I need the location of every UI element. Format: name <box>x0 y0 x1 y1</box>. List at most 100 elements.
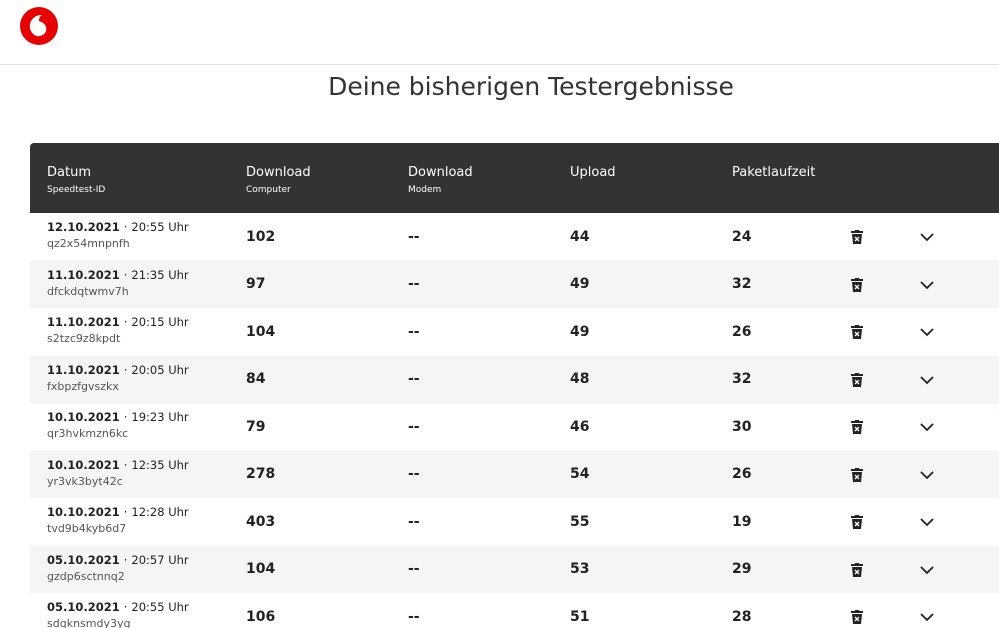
date-line: 10.10.2021 · 12:35 Uhr <box>47 458 189 472</box>
upload: 49 <box>570 276 590 293</box>
time: 12:28 Uhr <box>131 505 189 519</box>
result-row: 10.10.2021 · 19:23 Uhr qr3hvkmzn6kc 79 -- 46 30 <box>30 403 999 451</box>
delete-icon[interactable] <box>851 372 863 387</box>
date: 12.10.2021 <box>47 220 120 234</box>
results-table: Datum Speedtest-ID Download Computer Downloa… <box>30 143 999 628</box>
download-computer: 403 <box>246 513 276 530</box>
column-label: Upload <box>570 165 616 180</box>
date-cell: 05.10.2021 · 20:55 Uhr sdqknsmdy3yq <box>47 600 189 628</box>
expand-icon[interactable] <box>920 233 934 242</box>
download-modem: -- <box>408 228 420 245</box>
delete-icon[interactable] <box>851 467 863 482</box>
date: 05.10.2021 <box>47 600 120 614</box>
download-computer: 104 <box>246 561 276 578</box>
expand-icon[interactable] <box>920 328 934 337</box>
speedtest-id: yr3vk3byt42c <box>47 474 123 488</box>
speedtest-id: sdqknsmdy3yq <box>47 617 131 628</box>
column-header: Download Computer <box>246 165 311 195</box>
separator: · <box>123 267 128 282</box>
expand-icon[interactable] <box>920 565 934 575</box>
date-line: 12.10.2021 · 20:55 Uhr <box>47 220 189 234</box>
date-cell: 11.10.2021 · 20:15 Uhr s2tzc9z8kpdt <box>47 315 189 345</box>
latency: 32 <box>732 371 752 388</box>
date: 11.10.2021 <box>47 362 120 377</box>
top-bar <box>0 0 999 65</box>
download-computer: 79 <box>246 418 266 435</box>
column-header: Download Modem <box>408 165 473 195</box>
result-row: 05.10.2021 · 20:57 Uhr gzdp6sctnnq2 104 -- 53 2… <box>30 545 999 593</box>
latency: 24 <box>732 228 752 245</box>
speedtest-id: fxbpzfgvszkx <box>47 379 119 393</box>
upload: 48 <box>570 371 590 388</box>
date: 10.10.2021 <box>47 410 120 424</box>
download-modem: -- <box>408 561 420 578</box>
expand-icon[interactable] <box>920 423 934 432</box>
upload: 54 <box>570 466 590 483</box>
expand-icon[interactable] <box>920 518 934 527</box>
date-cell: 10.10.2021 · 12:28 Uhr tvd9b4kyb6d7 <box>47 505 189 535</box>
upload: 55 <box>570 513 590 530</box>
time: 19:23 Uhr <box>131 410 189 424</box>
upload: 51 <box>570 608 590 625</box>
latency: 30 <box>732 418 752 435</box>
date-cell: 10.10.2021 · 12:35 Uhr yr3vk3byt42c <box>47 458 189 488</box>
result-row: 11.10.2021 · 20:05 Uhr fxbpzfgvszkx 84 -- 48 32 <box>30 355 999 403</box>
date: 10.10.2021 <box>47 457 120 472</box>
latency: 28 <box>732 608 752 625</box>
download-modem: -- <box>408 323 420 340</box>
expand-icon[interactable] <box>920 280 934 290</box>
delete-icon[interactable] <box>851 562 863 577</box>
time: 12:35 Uhr <box>131 457 189 472</box>
result-row: 05.10.2021 · 20:55 Uhr sdqknsmdy3yq 106 -- 51 2… <box>30 593 999 628</box>
separator: · <box>123 600 128 614</box>
speedtest-id: qr3hvkmzn6kc <box>47 427 129 440</box>
delete-icon[interactable] <box>851 420 863 434</box>
column-sublabel: Computer <box>246 185 291 195</box>
expand-icon[interactable] <box>920 470 934 480</box>
column-label: Paketlaufzeit <box>732 165 816 180</box>
date: 11.10.2021 <box>47 315 120 329</box>
latency: 32 <box>732 276 752 293</box>
separator: · <box>123 220 128 234</box>
delete-icon[interactable] <box>851 230 863 244</box>
result-row: 10.10.2021 · 12:35 Uhr yr3vk3byt42c 278 -- 54 2… <box>30 450 999 498</box>
date-cell: 10.10.2021 · 19:23 Uhr qr3hvkmzn6kc <box>47 410 189 440</box>
separator: · <box>123 362 128 377</box>
download-computer: 104 <box>246 323 276 340</box>
column-label: Datum <box>47 165 91 180</box>
latency: 19 <box>732 513 752 530</box>
column-label: Download <box>408 165 473 180</box>
upload: 44 <box>570 228 590 245</box>
upload: 49 <box>570 323 590 340</box>
separator: · <box>123 315 128 329</box>
download-modem: -- <box>408 276 420 293</box>
delete-icon[interactable] <box>851 325 863 339</box>
download-modem: -- <box>408 418 420 435</box>
download-computer: 106 <box>246 608 276 625</box>
download-computer: 84 <box>246 371 266 388</box>
speedtest-id: qz2x54mnpnfh <box>47 237 130 250</box>
download-computer: 97 <box>246 276 266 293</box>
date-line: 10.10.2021 · 19:23 Uhr <box>47 410 189 424</box>
date-line: 05.10.2021 · 20:55 Uhr <box>47 600 189 614</box>
speedtest-id: gzdp6sctnnq2 <box>47 569 125 583</box>
result-row: 10.10.2021 · 12:28 Uhr tvd9b4kyb6d7 403 -- 55 1… <box>30 498 999 546</box>
separator: · <box>123 410 128 424</box>
delete-icon[interactable] <box>851 610 863 624</box>
expand-icon[interactable] <box>920 613 934 622</box>
vodafone-logo[interactable] <box>19 6 59 46</box>
upload: 53 <box>570 561 590 578</box>
column-label: Download <box>246 165 311 180</box>
date-cell: 11.10.2021 · 20:05 Uhr fxbpzfgvszkx <box>47 363 189 393</box>
delete-icon[interactable] <box>851 515 863 529</box>
upload: 46 <box>570 418 590 435</box>
date: 10.10.2021 <box>47 505 120 519</box>
expand-icon[interactable] <box>920 375 934 385</box>
delete-icon[interactable] <box>851 277 863 292</box>
column-sublabel: Modem <box>408 185 442 195</box>
time: 21:35 Uhr <box>131 267 189 282</box>
latency: 26 <box>732 466 752 483</box>
page-title: Deine bisherigen Testergebnisse <box>328 72 734 101</box>
speedtest-id: dfckdqtwmv7h <box>47 284 129 298</box>
